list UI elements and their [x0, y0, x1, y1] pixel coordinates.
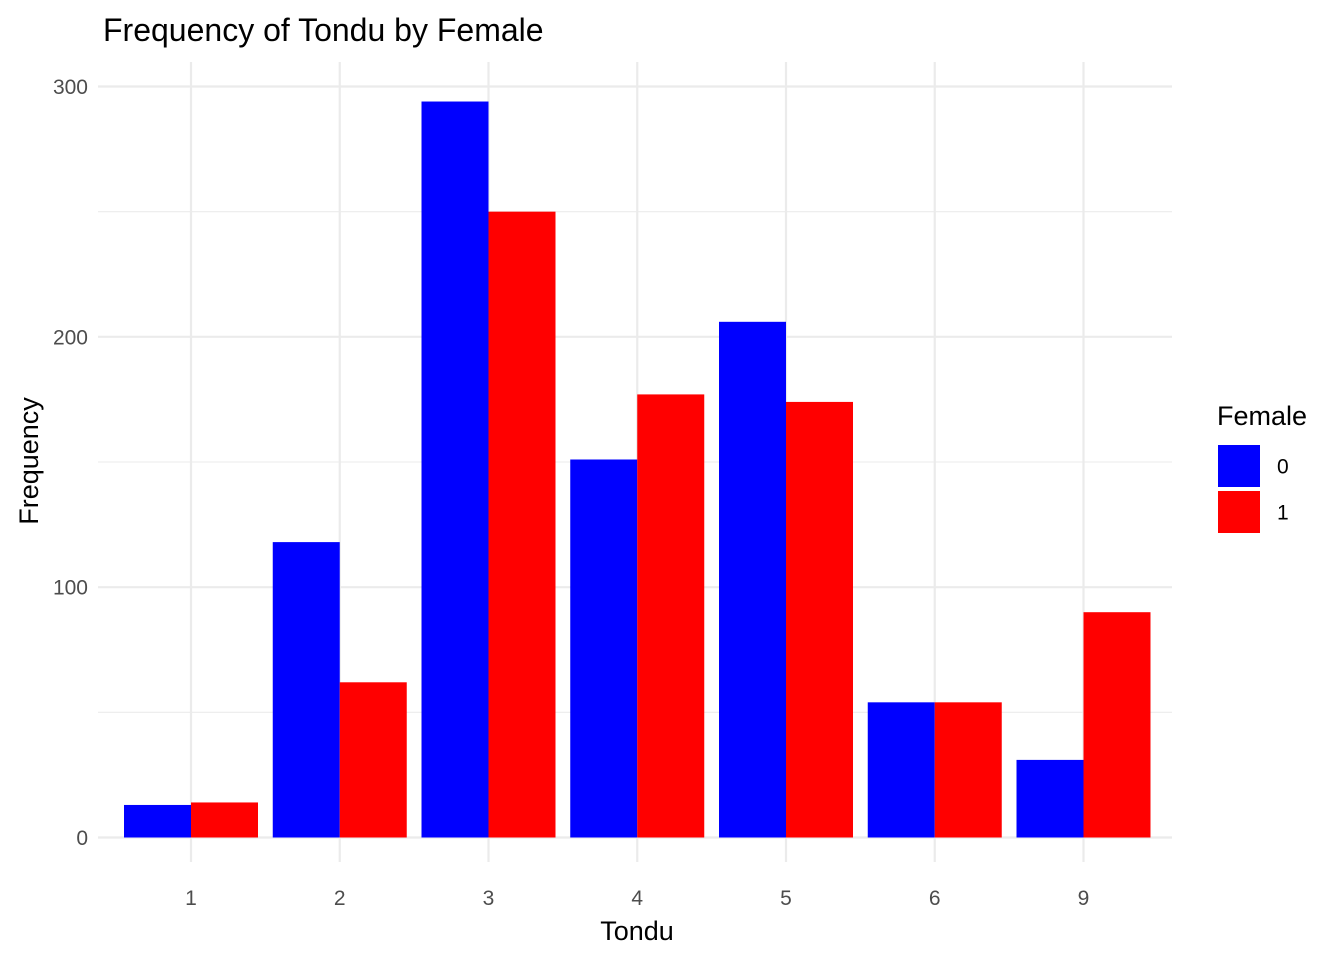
bar-series-1-cat-4: [637, 394, 705, 838]
bar-series-1-cat-9: [1083, 612, 1151, 838]
x-tick-label: 6: [929, 887, 941, 910]
chart-title: Frequency of Tondu by Female: [103, 12, 544, 48]
y-tick-label: 100: [53, 577, 88, 600]
legend-key-1: [1218, 491, 1260, 533]
bars: [124, 101, 1151, 838]
legend-key-0: [1218, 445, 1260, 487]
y-tick-label: 0: [76, 827, 88, 850]
x-tick-label: 2: [334, 887, 346, 910]
bar-series-1-cat-6: [934, 702, 1002, 838]
bar-series-0-cat-2: [272, 542, 340, 838]
x-tick-label: 4: [631, 887, 643, 910]
legend-label-0: 0: [1277, 456, 1289, 479]
bar-series-1-cat-2: [339, 682, 407, 838]
y-tick-label: 200: [53, 326, 88, 349]
bar-series-0-cat-3: [421, 101, 489, 838]
y-axis-title: Frequency: [14, 397, 44, 525]
bar-series-1-cat-1: [191, 802, 258, 838]
bar-series-0-cat-9: [1016, 759, 1084, 838]
x-tick-label: 9: [1078, 887, 1090, 910]
legend-label-1: 1: [1277, 502, 1289, 525]
x-tick-label: 5: [780, 887, 792, 910]
bar-series-0-cat-6: [867, 702, 935, 838]
x-tick-label: 3: [483, 887, 495, 910]
tick-labels: 0 100 200 300 1 2 3 4 5 6 9: [53, 76, 1089, 910]
bar-series-1-cat-3: [488, 211, 556, 838]
x-axis-title: Tondu: [600, 916, 674, 946]
legend: Female 0 1: [1217, 401, 1307, 533]
bar-series-1-cat-5: [786, 401, 853, 838]
bar-series-0-cat-1: [124, 804, 191, 838]
y-tick-label: 300: [53, 76, 88, 99]
bar-series-0-cat-4: [570, 459, 638, 838]
x-tick-label: 1: [185, 887, 197, 910]
bar-series-0-cat-5: [719, 321, 786, 838]
legend-title: Female: [1217, 401, 1307, 431]
